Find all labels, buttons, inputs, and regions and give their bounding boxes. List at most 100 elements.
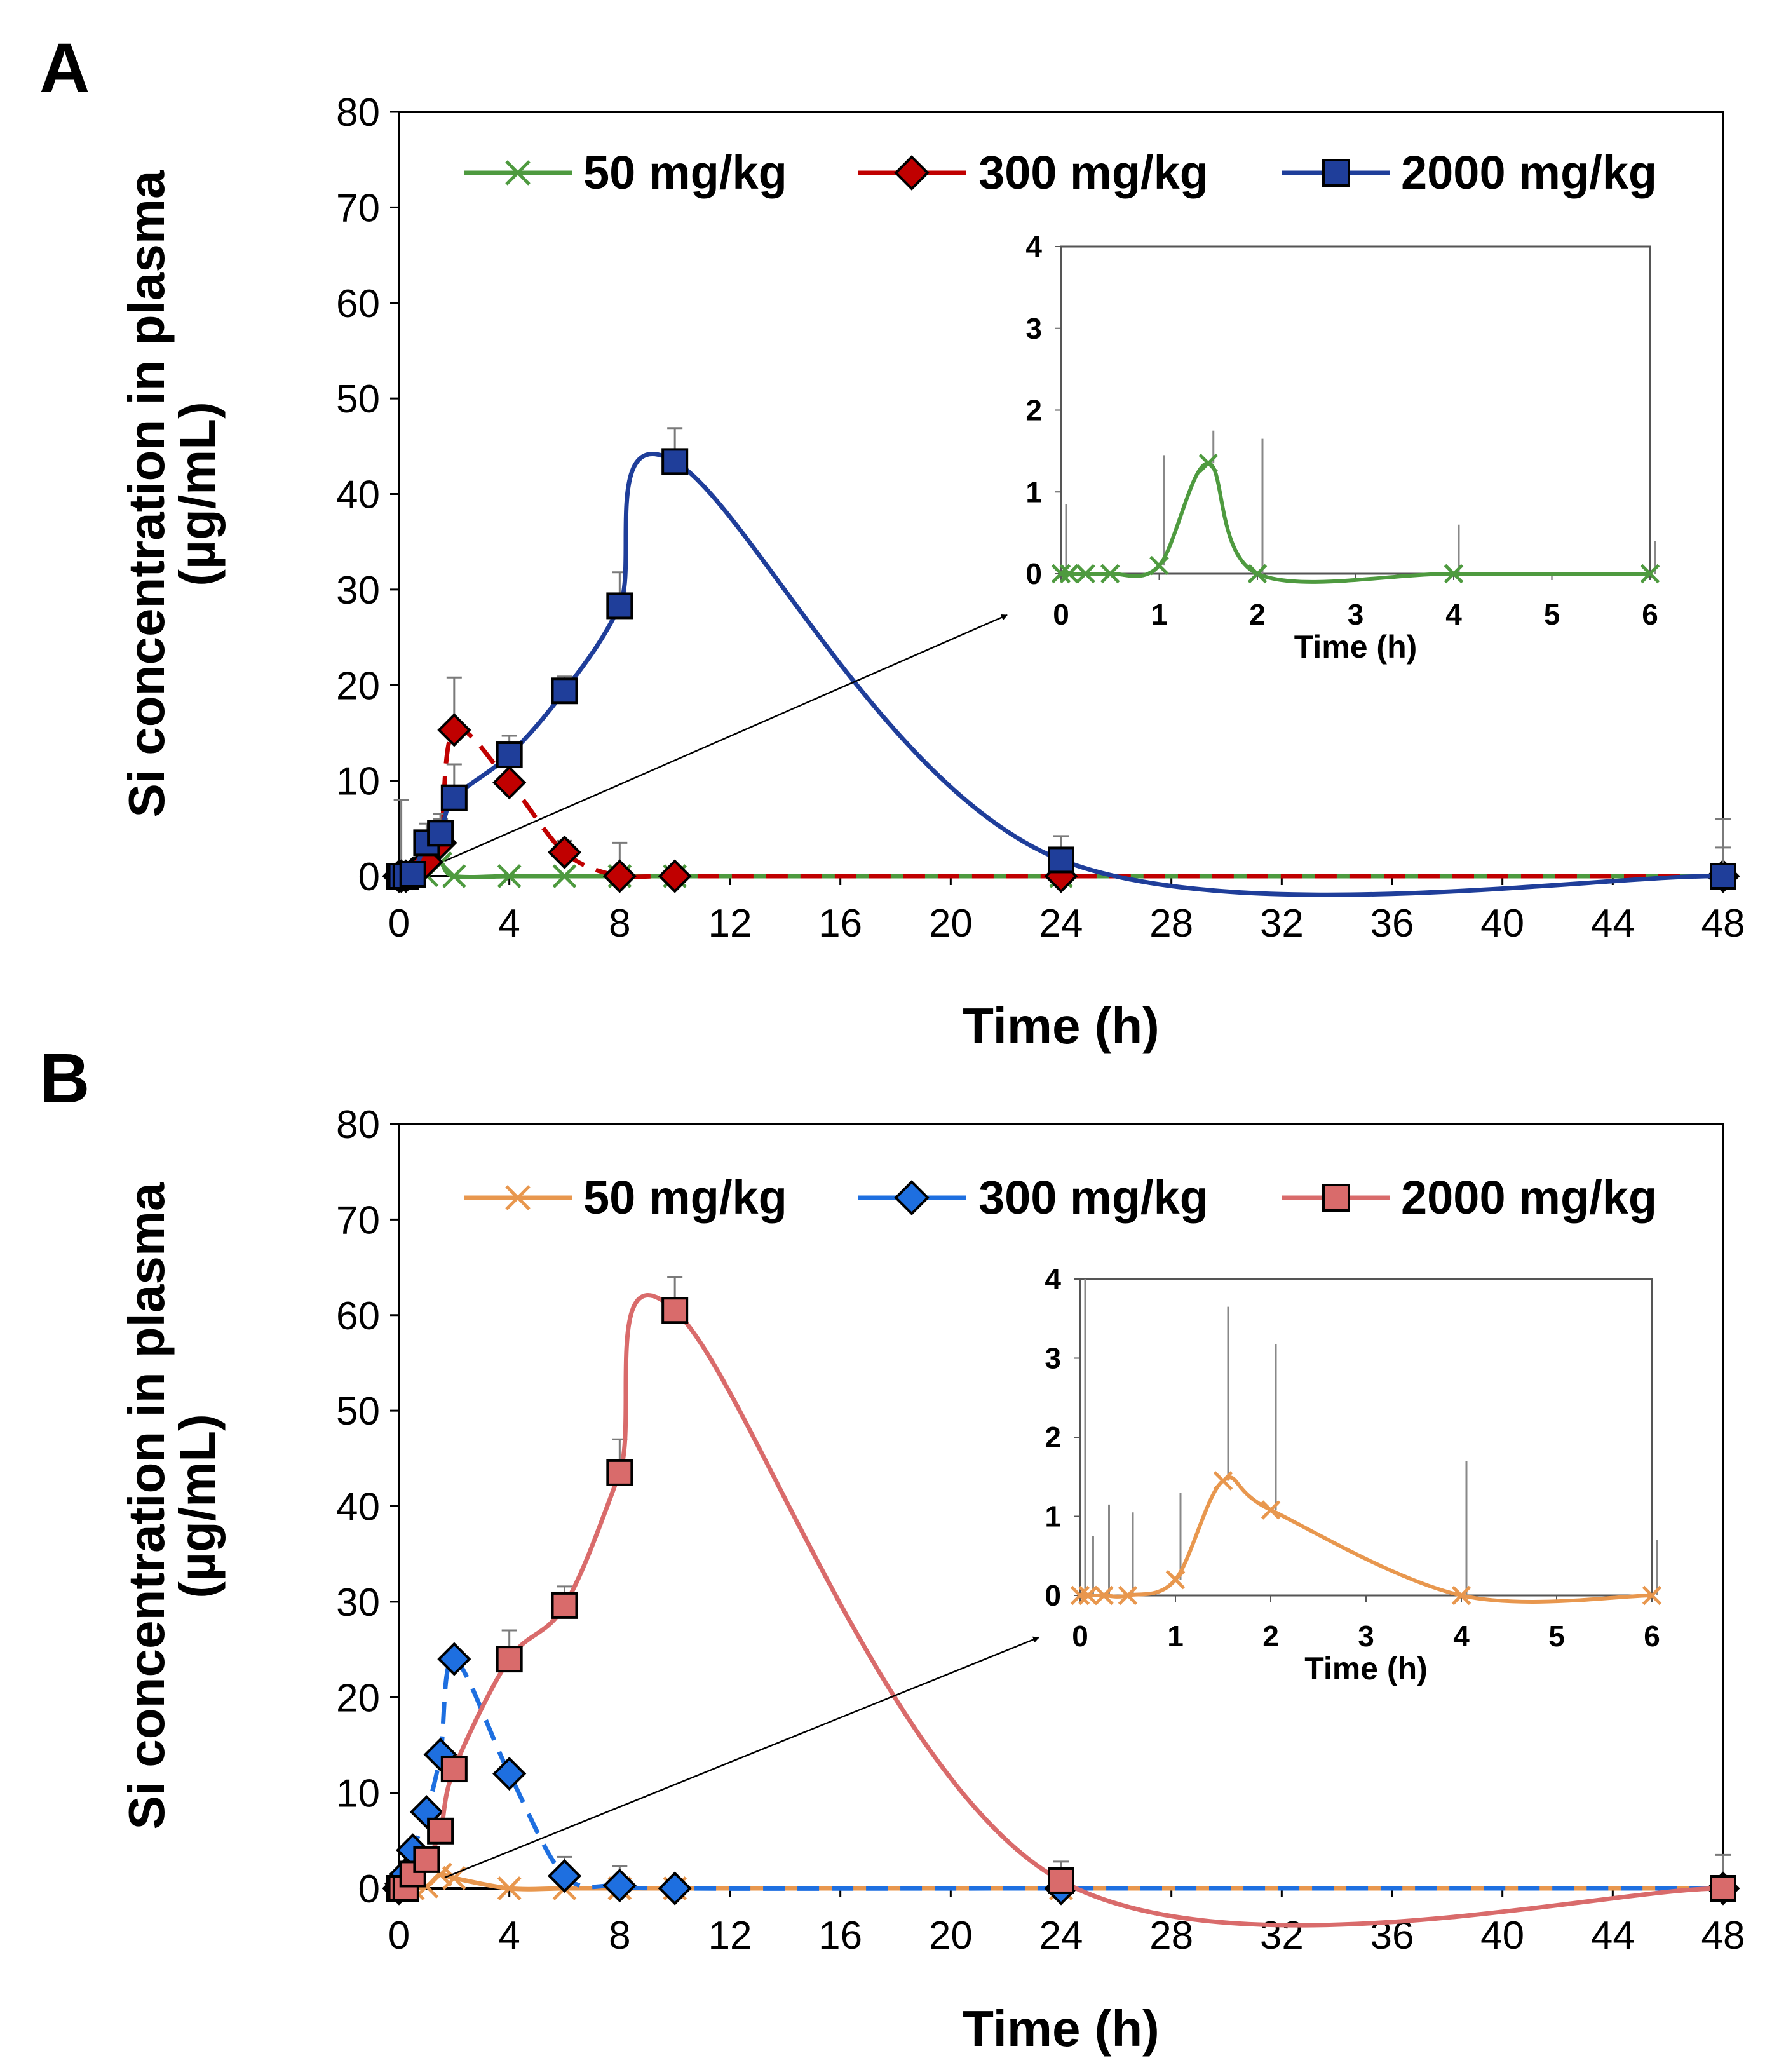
x-tick-label: 36	[1370, 902, 1414, 945]
data-point-marker	[492, 766, 527, 800]
x-tick-label: 20	[929, 1914, 973, 1958]
inset-x-tick-label: 2	[1249, 598, 1266, 631]
y-tick-label: 60	[336, 1294, 380, 1338]
x-axis-label: Time (h)	[963, 998, 1160, 1054]
inset-y-tick-label: 1	[1025, 475, 1042, 508]
inset-data-point-marker	[1059, 564, 1079, 584]
data-point-marker	[661, 448, 689, 475]
y-tick-label: 30	[336, 1581, 380, 1625]
x-tick-label: 32	[1260, 902, 1304, 945]
x-tick-label: 20	[929, 902, 973, 945]
y-tick-label: 10	[336, 760, 380, 804]
data-point-marker	[437, 713, 471, 747]
inset-y-tick-label: 2	[1025, 394, 1042, 427]
inset-x-tick-label: 1	[1167, 1620, 1184, 1653]
x-tick-label: 40	[1480, 1914, 1524, 1958]
inset-frame	[1079, 1278, 1653, 1597]
y-tick-label: 70	[336, 186, 380, 230]
legend-item: 2000 mg/kg	[1282, 146, 1657, 199]
data-point-marker	[427, 820, 454, 847]
panel-letter: A	[39, 29, 90, 107]
y-axis-label-line2: (µg/mL)	[169, 1414, 226, 1598]
inset-data-point-marker	[1451, 1585, 1471, 1606]
data-point-marker	[1710, 863, 1736, 890]
legend-label: 50 mg/kg	[583, 146, 787, 199]
inset-data-point-marker	[1118, 1585, 1138, 1606]
inset-x-tick-label: 5	[1548, 1620, 1565, 1653]
inset-y-tick-label: 0	[1025, 557, 1042, 590]
inset-data-point-marker	[1213, 1471, 1233, 1491]
data-point-marker	[440, 1756, 468, 1783]
x-tick-label: 12	[708, 1914, 752, 1958]
data-point-marker	[602, 1868, 637, 1903]
y-tick-label: 20	[336, 1676, 380, 1720]
data-point-marker	[547, 835, 582, 869]
zoom-arrow	[444, 1636, 1039, 1879]
inset-data-point-marker	[1642, 1585, 1662, 1606]
data-point-marker	[413, 1846, 440, 1873]
y-axis-label-line1: Si concentration in plasma	[118, 1182, 175, 1830]
inset-x-tick-label: 5	[1544, 598, 1560, 631]
inset-x-tick-label: 0	[1072, 1620, 1088, 1653]
series-2000-mg-kg	[386, 1276, 1736, 1928]
inset-x-tick-label: 3	[1358, 1620, 1374, 1653]
y-tick-label: 80	[336, 1103, 380, 1147]
data-point-marker	[497, 1876, 522, 1900]
inset-data-point-marker	[1100, 564, 1120, 584]
inset-y-tick-label: 3	[1045, 1342, 1061, 1375]
data-point-marker	[551, 677, 578, 705]
legend-marker	[505, 1185, 531, 1210]
data-point-marker	[496, 1646, 523, 1673]
y-tick-label: 30	[336, 569, 380, 613]
data-point-marker	[399, 860, 426, 888]
inset-data-point-marker	[1198, 453, 1219, 473]
data-point-marker	[440, 784, 468, 811]
x-tick-label: 48	[1701, 1914, 1745, 1958]
y-tick-label: 50	[336, 377, 380, 421]
legend-item: 300 mg/kg	[858, 146, 1208, 199]
data-point-marker	[552, 864, 577, 888]
y-tick-label: 0	[358, 855, 380, 899]
inset-data-point-marker	[1165, 1569, 1186, 1590]
legend: 50 mg/kg 300 mg/kg 2000 mg/kg	[464, 146, 1657, 199]
inset-data-point-marker	[1076, 564, 1095, 584]
y-tick-label: 50	[336, 1390, 380, 1433]
x-tick-label: 4	[498, 1914, 520, 1958]
y-tick-label: 40	[336, 473, 380, 517]
data-point-marker	[602, 859, 637, 893]
data-point-marker	[551, 1592, 578, 1619]
legend-item: 2000 mg/kg	[1282, 1171, 1657, 1224]
legend-item: 50 mg/kg	[464, 146, 787, 199]
inset-data-point-marker	[1247, 564, 1268, 584]
y-tick-label: 20	[336, 664, 380, 708]
x-tick-label: 4	[498, 902, 520, 945]
legend-marker	[894, 155, 930, 191]
inset-data-point-marker	[1444, 564, 1464, 584]
inset-data-point-marker	[1261, 1500, 1281, 1520]
data-point-marker	[492, 1756, 527, 1791]
series-2000-mg-kg	[386, 427, 1736, 897]
legend-item: 300 mg/kg	[858, 1171, 1208, 1224]
x-tick-label: 40	[1480, 902, 1524, 945]
x-tick-label: 44	[1591, 902, 1635, 945]
y-axis-label-line2: (µg/mL)	[169, 402, 226, 586]
data-point-marker	[1710, 1875, 1736, 1902]
inset-x-tick-label: 3	[1348, 598, 1364, 631]
legend-label: 2000 mg/kg	[1401, 146, 1657, 199]
inset: 0 1 2 3 4 0 1 2 3 4 5 6 Time (h)	[1045, 1263, 1662, 1686]
legend-label: 2000 mg/kg	[1401, 1171, 1657, 1224]
inset-data-point-marker	[1078, 1585, 1098, 1606]
zoom-arrow	[444, 614, 1008, 862]
data-point-marker	[437, 1642, 471, 1676]
inset-data-point-marker	[1070, 1585, 1090, 1606]
inset-x-tick-label: 4	[1453, 1620, 1470, 1653]
data-point-marker	[606, 592, 633, 620]
inset-x-tick-label: 1	[1151, 598, 1168, 631]
y-tick-label: 60	[336, 282, 380, 326]
inset-x-tick-label: 6	[1644, 1620, 1660, 1653]
inset-y-tick-label: 2	[1045, 1421, 1061, 1454]
x-tick-label: 24	[1039, 1914, 1083, 1958]
data-point-marker	[606, 1459, 633, 1486]
